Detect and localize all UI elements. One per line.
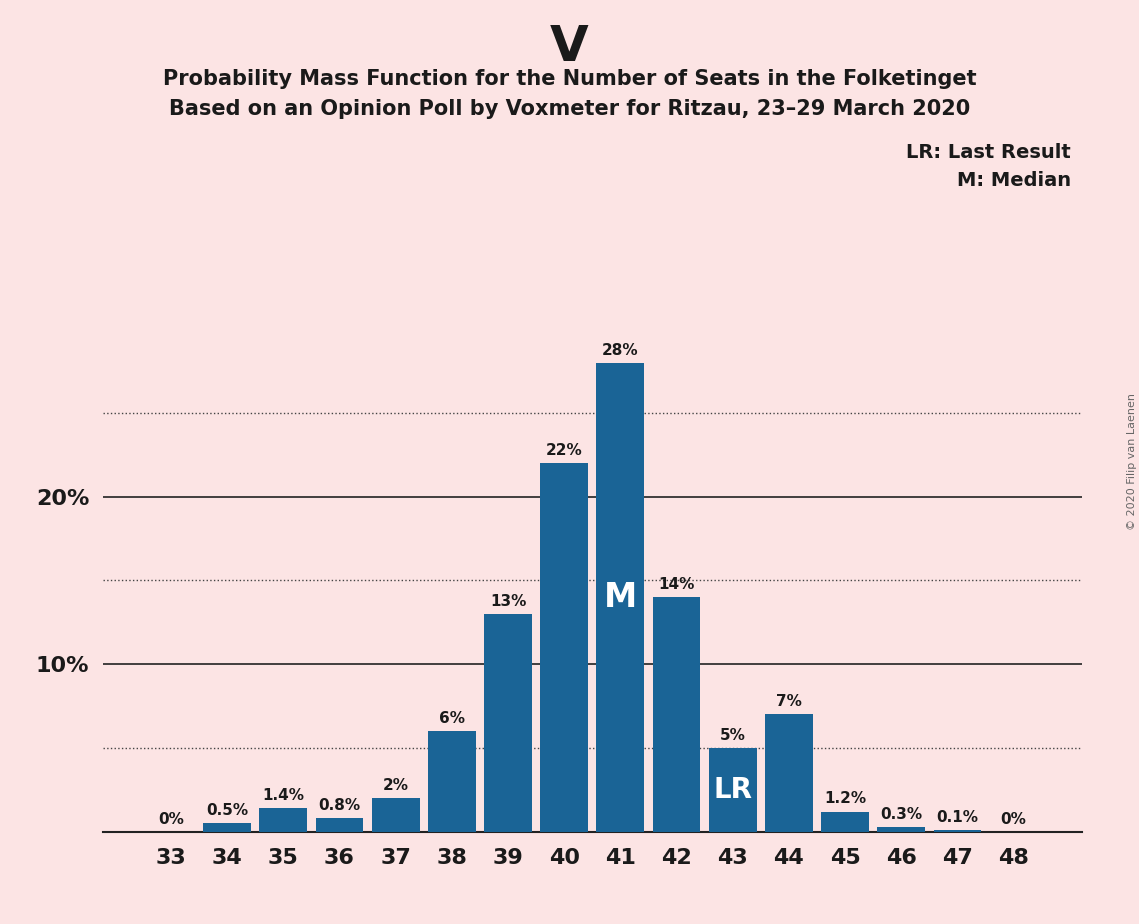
Text: V: V bbox=[550, 23, 589, 71]
Text: 0.1%: 0.1% bbox=[936, 810, 978, 825]
Bar bbox=[765, 714, 813, 832]
Bar bbox=[708, 748, 756, 832]
Text: 1.4%: 1.4% bbox=[262, 788, 304, 803]
Text: 0.8%: 0.8% bbox=[319, 798, 361, 813]
Text: 22%: 22% bbox=[546, 444, 582, 458]
Bar bbox=[597, 363, 645, 832]
Bar bbox=[203, 823, 251, 832]
Bar bbox=[821, 811, 869, 832]
Text: LR: LR bbox=[713, 776, 752, 804]
Text: 2%: 2% bbox=[383, 778, 409, 793]
Text: 0.5%: 0.5% bbox=[206, 803, 248, 819]
Text: 14%: 14% bbox=[658, 578, 695, 592]
Bar bbox=[934, 830, 982, 832]
Bar bbox=[653, 597, 700, 832]
Text: © 2020 Filip van Laenen: © 2020 Filip van Laenen bbox=[1126, 394, 1137, 530]
Bar bbox=[484, 614, 532, 832]
Text: LR: Last Result: LR: Last Result bbox=[906, 143, 1071, 163]
Bar bbox=[316, 819, 363, 832]
Text: M: Median: M: Median bbox=[957, 171, 1071, 190]
Bar bbox=[260, 808, 308, 832]
Text: 0.3%: 0.3% bbox=[880, 807, 923, 821]
Text: 7%: 7% bbox=[776, 694, 802, 710]
Bar bbox=[428, 731, 476, 832]
Text: 13%: 13% bbox=[490, 594, 526, 609]
Text: 1.2%: 1.2% bbox=[823, 792, 866, 807]
Bar bbox=[877, 827, 925, 832]
Text: 6%: 6% bbox=[439, 711, 465, 726]
Text: 0%: 0% bbox=[158, 811, 183, 827]
Bar bbox=[371, 798, 419, 832]
Text: 28%: 28% bbox=[603, 343, 639, 358]
Text: M: M bbox=[604, 580, 637, 614]
Bar bbox=[540, 463, 588, 832]
Text: Probability Mass Function for the Number of Seats in the Folketinget: Probability Mass Function for the Number… bbox=[163, 69, 976, 90]
Text: 0%: 0% bbox=[1001, 811, 1026, 827]
Text: Based on an Opinion Poll by Voxmeter for Ritzau, 23–29 March 2020: Based on an Opinion Poll by Voxmeter for… bbox=[169, 99, 970, 119]
Text: 5%: 5% bbox=[720, 728, 746, 743]
